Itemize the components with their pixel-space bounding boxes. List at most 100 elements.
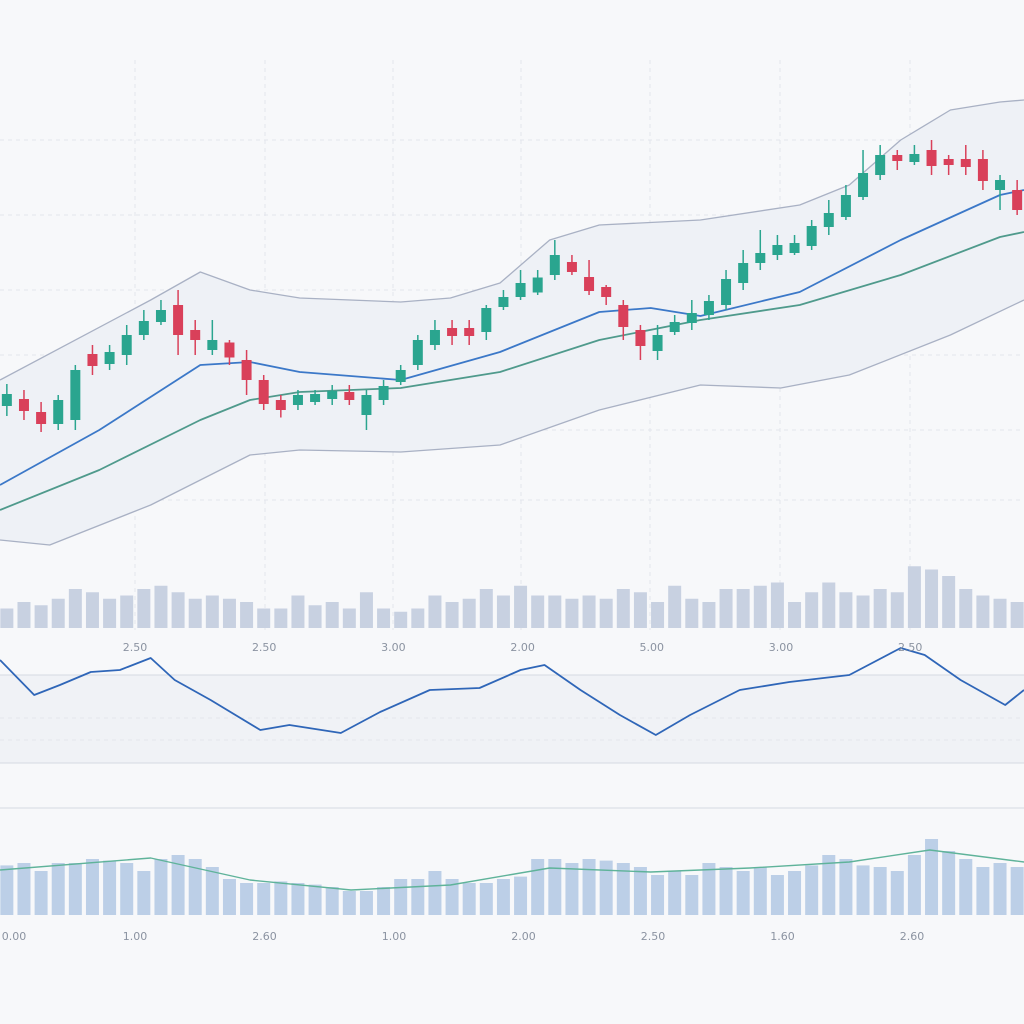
volume-bar: [685, 875, 699, 915]
volume-bar: [685, 598, 699, 628]
candle-body: [447, 328, 458, 336]
volume-bar: [205, 595, 219, 628]
candle-body: [532, 277, 543, 293]
volume-bar: [325, 602, 339, 628]
volume-bar: [993, 863, 1007, 915]
volume-bar: [462, 883, 476, 915]
volume-bar: [240, 883, 254, 915]
candle-body: [70, 370, 81, 420]
volume-bar: [959, 589, 973, 628]
volume-bar: [531, 595, 545, 628]
volume-bar: [616, 863, 630, 915]
moving-average: [0, 189, 1024, 486]
volume-bar: [599, 860, 613, 915]
volume-bar: [839, 592, 853, 628]
volume-bar: [822, 855, 836, 915]
candle-body: [892, 155, 903, 161]
candle-body: [806, 226, 817, 246]
volume-bar: [839, 859, 853, 915]
volume-bar: [137, 871, 151, 915]
volume-bar: [120, 595, 134, 628]
candle-body: [823, 213, 834, 227]
volume-bar: [0, 608, 14, 628]
volume-bar: [51, 598, 65, 628]
volume-bar: [188, 598, 202, 628]
volume-bar: [359, 891, 373, 915]
x-label: 3.00: [381, 641, 406, 654]
volume-bar: [702, 863, 716, 915]
candle-body: [1, 394, 12, 406]
volume-bar: [188, 859, 202, 915]
moving-average: [0, 231, 1024, 511]
volume-bar: [34, 605, 48, 628]
candle-body: [481, 308, 492, 332]
volume-bar: [291, 595, 305, 628]
candle-body: [155, 310, 166, 322]
volume-bar: [342, 891, 356, 915]
volume-bar: [856, 865, 870, 915]
candle-body: [121, 335, 132, 355]
candle-body: [36, 412, 47, 424]
volume-bar: [753, 585, 767, 628]
volume-bar: [702, 602, 716, 628]
volume-bar: [925, 839, 939, 915]
candle-body: [1012, 190, 1023, 210]
volume-bar: [942, 576, 956, 628]
volume-bar: [873, 589, 887, 628]
volume-bar: [411, 608, 425, 628]
x-label: 2.00: [510, 641, 535, 654]
candle-body: [327, 391, 338, 399]
volume-bar: [548, 859, 562, 915]
x-label: 2.60: [252, 930, 277, 943]
volume-bar: [257, 608, 271, 628]
volume-bar: [907, 566, 921, 628]
volume-bar: [565, 863, 579, 915]
volume-bar: [753, 867, 767, 915]
band-line: [0, 99, 1024, 381]
volume-bar: [308, 884, 322, 915]
candle-body: [858, 173, 869, 197]
volume-bar: [770, 875, 784, 915]
candle-body: [669, 322, 680, 332]
volume-bar: [411, 879, 425, 915]
candle-body: [566, 262, 577, 272]
volume-average: [0, 849, 1024, 891]
volume-bar: [137, 589, 151, 628]
volume-bar: [805, 592, 819, 628]
x-label: 1.00: [382, 930, 407, 943]
volume-bar: [205, 867, 219, 915]
candle-body: [310, 394, 321, 402]
volume-bar: [0, 865, 14, 915]
volume-bar: [291, 883, 305, 915]
candle-body: [515, 283, 526, 297]
candle-body: [361, 395, 372, 415]
volume-bar: [633, 867, 647, 915]
candle-body: [190, 330, 201, 340]
volume-bar: [788, 602, 802, 628]
volume-bar: [668, 871, 682, 915]
band-line: [0, 299, 1024, 546]
volume-bar: [462, 598, 476, 628]
candle-body: [977, 159, 988, 181]
volume-bar: [633, 592, 647, 628]
candle-body: [772, 245, 783, 255]
candle-body: [173, 305, 184, 335]
volume-bar: [668, 585, 682, 628]
x-label: 1.00: [123, 930, 148, 943]
volume-bar: [479, 589, 493, 628]
x-label: 2.50: [641, 930, 666, 943]
x-label: 2.50: [898, 641, 923, 654]
volume-bar: [873, 867, 887, 915]
volume-bar: [274, 608, 288, 628]
band-fill: [0, 100, 1024, 545]
volume-bar: [805, 865, 819, 915]
candle-body: [703, 301, 714, 315]
candle-body: [464, 328, 475, 336]
volume-bar: [890, 592, 904, 628]
candle-body: [275, 400, 286, 410]
volume-bar: [976, 867, 990, 915]
candle-body: [738, 263, 749, 283]
volume-bar: [103, 598, 117, 628]
volume-bar: [240, 602, 254, 628]
